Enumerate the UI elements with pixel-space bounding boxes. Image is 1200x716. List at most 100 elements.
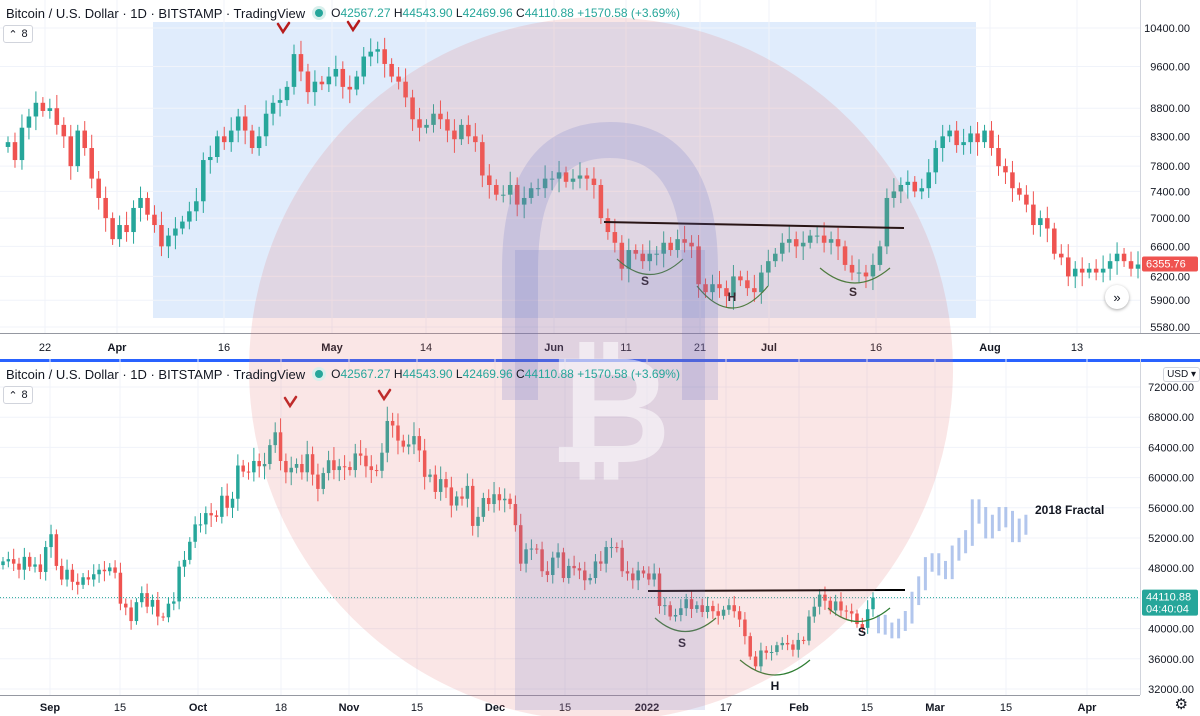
candle (989, 130, 994, 149)
currency-select[interactable]: USD ▾ (1163, 367, 1200, 382)
candle (551, 557, 555, 575)
candle (81, 577, 85, 585)
chart-title: Bitcoin / U.S. Dollar · 1D · BITSTAMP · … (6, 5, 306, 21)
candle (65, 569, 69, 580)
candle (417, 436, 422, 451)
chevron-down-icon: ▾ (1190, 369, 1196, 380)
arrow-down-icon (346, 19, 361, 33)
candle (502, 498, 507, 501)
candle (807, 235, 813, 243)
candle (724, 288, 729, 297)
candle (54, 108, 60, 125)
candle (545, 571, 550, 575)
fractal-bar (930, 553, 934, 572)
candle (382, 49, 387, 64)
candle (661, 242, 666, 254)
candle (738, 276, 743, 281)
candle (689, 599, 694, 609)
indicators-collapse-button[interactable]: ⌃ 8 (3, 25, 33, 43)
fractal-bar (984, 507, 988, 539)
candle (406, 444, 411, 447)
candle (246, 471, 251, 473)
candle (821, 235, 827, 243)
x-tick-label: 2022 (635, 702, 659, 714)
candle (201, 160, 206, 202)
candle (572, 565, 576, 569)
change-value: +1570.58 (+3.69%) (577, 6, 680, 20)
chart-separator-line (0, 359, 1200, 362)
candle (369, 466, 374, 471)
chevron-up-icon: ⌃ (8, 28, 18, 41)
candle (1079, 268, 1085, 273)
candle (40, 102, 46, 111)
candle (856, 272, 862, 274)
candle (769, 652, 774, 654)
candle (337, 466, 341, 471)
candle (968, 133, 973, 143)
candle (891, 191, 897, 198)
candle (759, 272, 764, 293)
candle (305, 71, 311, 93)
candle (1121, 253, 1127, 262)
candle (221, 136, 227, 143)
candle (1024, 194, 1029, 205)
candle (263, 113, 269, 137)
y-tick-label: 7400.00 (1150, 186, 1190, 198)
x-tick-label: Apr (108, 342, 128, 354)
scroll-to-realtime-button[interactable]: » (1105, 285, 1129, 309)
y-tick-label: 8300.00 (1150, 131, 1190, 143)
candle (110, 218, 115, 240)
candle (236, 465, 240, 499)
candle (61, 124, 67, 137)
candle (828, 239, 834, 243)
candle (284, 86, 290, 101)
candle (905, 181, 911, 185)
candle (118, 572, 123, 604)
candle (473, 136, 478, 143)
x-tick-label: Aug (979, 342, 1000, 354)
candle (214, 136, 220, 158)
fractal-bar (944, 560, 947, 580)
candle (844, 610, 849, 612)
candle (480, 142, 485, 176)
candle (401, 440, 406, 447)
candle (375, 49, 380, 52)
candle (194, 201, 199, 212)
candle (358, 453, 363, 456)
candle (417, 119, 422, 128)
indicators-collapse-button[interactable]: ⌃ 8 (3, 386, 33, 404)
candle (403, 81, 408, 98)
time-axis-border (0, 695, 1140, 696)
candle (424, 124, 429, 128)
head-label: H (728, 290, 737, 304)
currency-label: USD (1167, 369, 1189, 380)
candle (410, 97, 415, 120)
candle (348, 467, 352, 471)
candle (839, 601, 843, 611)
watermark-circle (249, 17, 953, 716)
candle (668, 605, 672, 617)
candle (300, 464, 304, 473)
candle (333, 68, 339, 77)
candle (389, 63, 394, 77)
candle (277, 100, 283, 103)
candle (996, 148, 1001, 167)
candle (145, 593, 149, 607)
y-tick-label: 36000.00 (1148, 654, 1194, 666)
candle (863, 272, 869, 277)
bitcoin-icon: ₿ (549, 326, 671, 494)
candle (759, 650, 763, 667)
y-tick-label: 7800.00 (1150, 161, 1190, 173)
candle (454, 496, 459, 506)
candle (166, 603, 171, 618)
candle (374, 470, 379, 472)
candle (577, 568, 582, 571)
double-chevron-right-icon: » (1113, 289, 1121, 305)
candle (12, 142, 18, 161)
right-shoulder-label: S (858, 625, 866, 639)
candle (679, 608, 683, 616)
candle (673, 615, 678, 617)
gear-icon[interactable]: ⚙ (1174, 696, 1188, 713)
